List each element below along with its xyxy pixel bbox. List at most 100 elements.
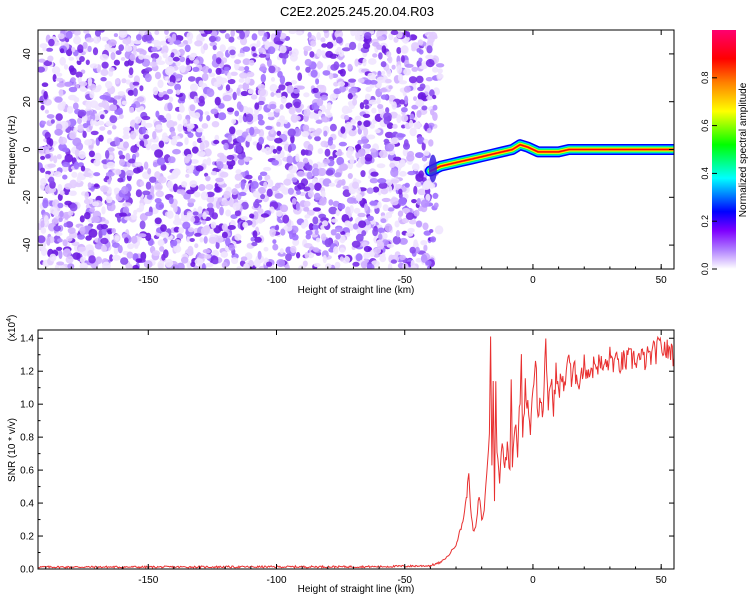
spectrogram-cell	[101, 206, 106, 215]
spectrogram-cell	[270, 92, 275, 97]
spectrogram-cell	[281, 188, 289, 194]
spectrogram-cell	[79, 56, 85, 62]
spectrogram-cell	[390, 259, 397, 264]
spectrogram-cell	[418, 57, 423, 63]
spectrogram-cell	[219, 44, 226, 52]
spectrogram-cell	[303, 200, 311, 207]
spectrogram-cell	[421, 105, 428, 111]
spectrogram-cell	[259, 66, 267, 72]
spectrogram-cell	[380, 94, 388, 100]
spectrogram-cell	[267, 46, 276, 55]
spectrogram-cell	[45, 170, 51, 175]
spectrogram-cell	[381, 197, 391, 203]
spectrogram-cell	[325, 169, 334, 176]
spectrogram-cell	[134, 244, 139, 249]
spectrogram-cell	[77, 246, 86, 252]
spectrogram-cell	[182, 221, 191, 230]
spectrogram-cell	[236, 101, 242, 110]
spectrogram-cell	[266, 261, 273, 267]
spectrogram-cell	[231, 257, 239, 265]
colorbar-axes: 0.0 0.2 0.4 0.6 0.8	[700, 72, 717, 275]
spectrogram-cell	[138, 53, 145, 60]
spectrogram-cell	[319, 84, 327, 94]
spectrogram-cell	[62, 174, 68, 180]
spectrogram-cell	[203, 254, 212, 259]
spectrogram-cell	[271, 145, 275, 150]
spectrogram-cell	[133, 87, 138, 97]
spectrogram-cell	[372, 53, 378, 58]
spectrogram-cell	[93, 159, 101, 167]
spectrogram-cell	[338, 49, 345, 57]
spectrogram-cell	[402, 217, 409, 224]
spectrogram-cell	[418, 170, 425, 178]
spectrogram-cell	[128, 67, 134, 76]
spectrogram-cell	[382, 204, 389, 212]
spectrogram-cell	[117, 91, 126, 96]
spectrogram-cell	[221, 200, 230, 207]
spectrogram-cell	[328, 199, 334, 206]
spectrogram-cell	[253, 259, 261, 268]
spectrogram-cell	[197, 150, 206, 157]
spectrogram-cell	[193, 191, 201, 198]
spectrogram-cell	[415, 152, 424, 159]
spectrogram-cell	[177, 113, 183, 121]
spectrogram-cell	[251, 241, 258, 247]
spectrogram-cell	[394, 220, 400, 228]
spectrogram-cell	[389, 162, 396, 168]
spectrogram-cell	[215, 67, 222, 75]
spectrogram-cell	[107, 229, 113, 235]
spectrogram-ytick-label: 0	[22, 146, 33, 152]
spectrogram-cell	[357, 42, 362, 52]
spectrogram-cell	[146, 194, 153, 200]
spectrogram-cell	[94, 30, 101, 37]
spectrogram-ridge	[424, 139, 674, 183]
spectrogram-cell	[317, 148, 324, 155]
spectrogram-cell	[276, 259, 286, 267]
spectrogram-cell	[194, 243, 199, 249]
spectrogram-cell	[144, 73, 152, 83]
spectrogram-cell	[77, 117, 82, 125]
spectrogram-cell	[252, 53, 258, 57]
spectrogram-cell	[41, 120, 47, 125]
spectrogram-cell	[399, 159, 406, 167]
spectrogram-cell	[55, 77, 64, 82]
spectrogram-cell	[387, 56, 393, 64]
spectrogram-cell	[420, 254, 428, 263]
spectrogram-cell	[47, 163, 56, 168]
spectrogram-cell	[348, 87, 358, 94]
spectrogram-cell	[48, 176, 55, 184]
spectrogram-cell	[139, 85, 144, 92]
spectrogram-cell	[391, 101, 397, 110]
spectrogram-cell	[207, 202, 214, 209]
spectrogram-cell	[174, 74, 183, 79]
spectrogram-cell	[62, 239, 68, 247]
spectrogram-cell	[283, 224, 293, 232]
spectrogram-xtick-label: 50	[656, 275, 668, 286]
spectrogram-cell	[419, 83, 426, 90]
spectrogram-cell	[403, 68, 411, 76]
snr-ytick-label: 0.6	[20, 466, 34, 477]
spectrogram-cell	[379, 88, 388, 93]
spectrogram-cell	[77, 234, 85, 240]
spectrogram-cell	[203, 30, 213, 35]
spectrogram-cell	[172, 56, 180, 62]
spectrogram-cell	[373, 253, 381, 258]
spectrogram-cell	[315, 237, 321, 243]
spectrogram-cell	[234, 210, 241, 217]
spectrogram-cell	[329, 93, 337, 102]
spectrogram-cell	[329, 123, 337, 132]
spectrogram-cell	[424, 84, 431, 94]
spectrogram-cell	[242, 221, 249, 228]
spectrogram-cell	[155, 110, 160, 118]
spectrogram-cell	[421, 156, 428, 162]
spectrogram-cell	[192, 141, 197, 147]
spectrogram-cell	[118, 30, 128, 38]
spectrogram-cell	[141, 34, 148, 43]
spectrogram-cell	[126, 251, 134, 259]
snr-axes: -150 -100 -50 0 50 0.0 0.2 0.4 0.6 0.8 1.0 1.2 1.4	[20, 330, 674, 586]
spectrogram-cell	[202, 248, 211, 254]
spectrogram-cell	[368, 58, 377, 65]
spectrogram-cell	[231, 118, 237, 125]
spectrogram-cell	[101, 36, 109, 42]
spectrogram-cell	[174, 213, 180, 223]
